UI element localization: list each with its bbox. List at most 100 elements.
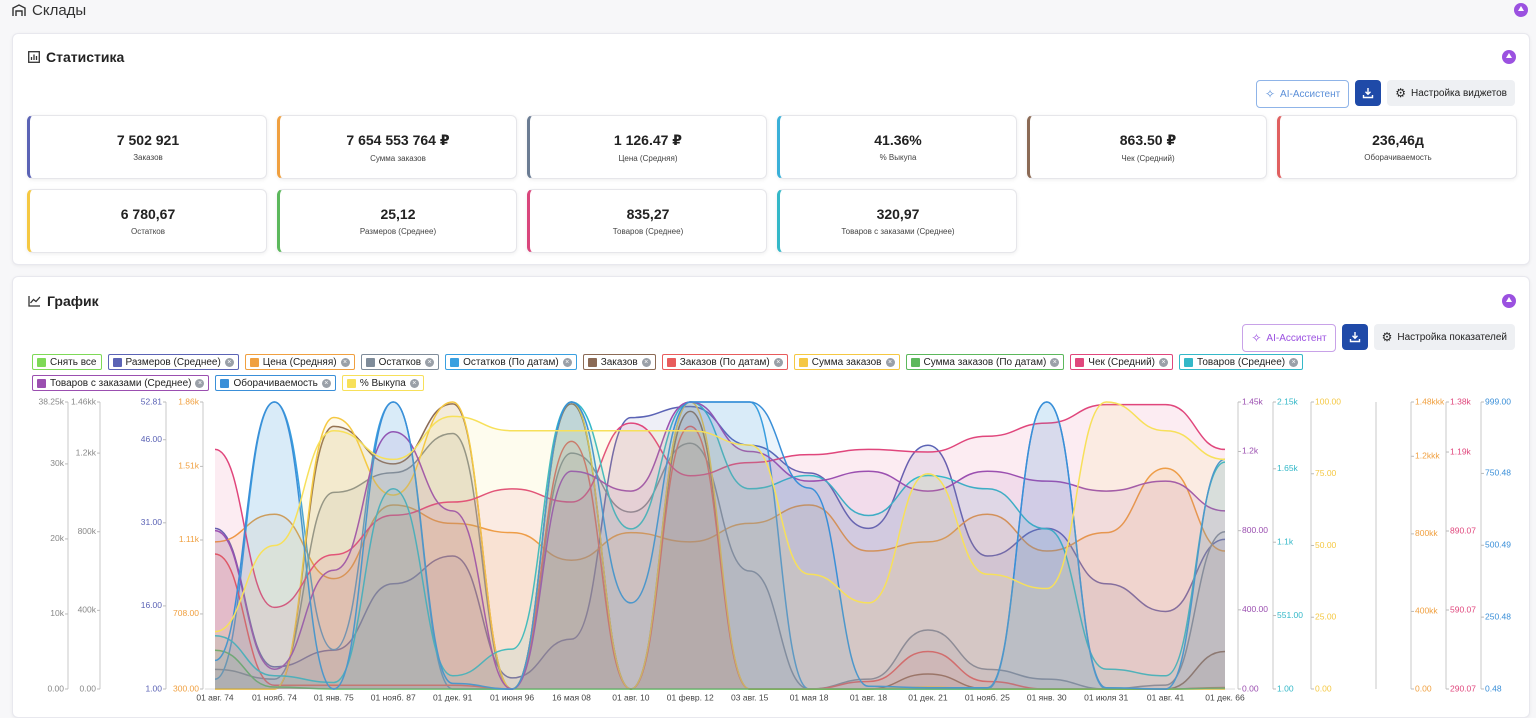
legend-remove[interactable]: ×: [641, 357, 651, 367]
legend-chip[interactable]: Товаров с заказами (Среднее) ×: [32, 375, 210, 391]
legend-label: Остатков (По датам): [463, 356, 559, 368]
legend-label: Размеров (Среднее): [125, 356, 221, 368]
legend-chip[interactable]: Остатков (По датам) ×: [445, 354, 577, 370]
stat-tile: 863.50 ₽ Чек (Средний): [1027, 115, 1267, 179]
stat-label: Остатков: [130, 227, 166, 236]
legend-remove[interactable]: ×: [425, 357, 435, 367]
axis-tick-label: 1.2kk: [76, 447, 97, 457]
legend-remove[interactable]: ×: [773, 357, 783, 367]
clear-all-chip[interactable]: Снять все: [32, 354, 102, 370]
x-tick-label: 01 мая 18: [790, 692, 829, 702]
axis-tick-label: 0.00: [47, 683, 64, 693]
x-tick-label: 01 авг. 18: [850, 692, 888, 702]
stat-value: 835,27: [626, 206, 670, 222]
stat-label: Сумма заказов: [370, 153, 426, 163]
x-tick-label: 01 авг. 41: [1147, 692, 1185, 702]
axis-tick-label: 38.25k: [38, 396, 64, 406]
axis-tick-label: 1.00: [1277, 683, 1294, 693]
collapse-button[interactable]: [1514, 3, 1528, 17]
legend-label: Заказов (По датам): [679, 356, 770, 368]
axis-tick-label: 100.00: [1315, 396, 1341, 406]
axis-tick-label: 250.48: [1485, 611, 1511, 621]
legend-swatch: [666, 357, 676, 367]
axis-tick-label: 300.00: [173, 683, 199, 693]
axis-tick-label: 1.1k: [1277, 536, 1294, 546]
legend-remove[interactable]: ×: [1289, 357, 1299, 367]
x-tick-label: 03 авг. 15: [731, 692, 769, 702]
stat-label: % Выкупа: [879, 153, 917, 162]
legend-chip[interactable]: Заказов ×: [582, 354, 656, 370]
x-tick-label: 01 июня 96: [490, 692, 534, 702]
legend-chip[interactable]: Размеров (Среднее) ×: [107, 354, 239, 370]
legend-swatch: [249, 357, 259, 367]
axis-tick-label: 1.65k: [1277, 463, 1299, 473]
axis-tick-label: 500.49: [1485, 540, 1511, 550]
legend-chip[interactable]: Сумма заказов (По датам) ×: [905, 354, 1065, 370]
x-tick-label: 01 нояб. 25: [965, 692, 1010, 702]
stat-tile: 320,97 Товаров с заказами (Среднее): [777, 189, 1017, 253]
legend-remove[interactable]: ×: [1159, 357, 1168, 367]
legend-remove[interactable]: ×: [1050, 357, 1060, 367]
legend-chip[interactable]: Остатков ×: [360, 354, 440, 370]
ai-button[interactable]: ✧ AI-Ассистент: [1255, 80, 1350, 108]
legend-chip[interactable]: % Выкупа ×: [341, 375, 424, 391]
legend-remove[interactable]: ×: [224, 357, 234, 367]
download-button[interactable]: [1355, 80, 1382, 106]
legend-chip[interactable]: Заказов (По датам) ×: [661, 354, 788, 370]
download-icon: [1363, 88, 1374, 99]
legend-remove[interactable]: ×: [340, 357, 350, 367]
series-area: [215, 468, 1225, 689]
series-line: [214, 467, 1226, 580]
stat-value: 41.36%: [874, 132, 922, 148]
stat-tile: 25,12 Размеров (Среднее): [277, 189, 517, 253]
stats-buttons: ✧ AI-Ассистент ⚙ Настройка виджетов: [1255, 80, 1515, 108]
stat-value: 1 126.47 ₽: [613, 131, 683, 148]
axis-tick-label: 1.51k: [178, 461, 200, 471]
legend-remove[interactable]: ×: [195, 378, 205, 388]
legend-label: Сумма заказов (По датам): [923, 356, 1047, 368]
stats-icon: [28, 51, 40, 63]
legend-remove[interactable]: ×: [562, 357, 572, 367]
legend-swatch: [1184, 357, 1193, 367]
stats-heading: Статистика: [28, 49, 124, 65]
legend-chip[interactable]: Чек (Средний) ×: [1070, 354, 1173, 370]
collapse-button[interactable]: [1502, 294, 1516, 308]
stat-label: Цена (Средняя): [618, 153, 678, 163]
series-line: [214, 432, 1226, 690]
header-title: Склады: [32, 1, 87, 19]
series-area: [215, 402, 1225, 689]
axis-tick-label: 400k: [78, 605, 97, 615]
series-line: [214, 401, 1226, 690]
legend-chip[interactable]: Оборачиваемость ×: [215, 375, 336, 391]
settings-label: Настройка виджетов: [1410, 87, 1507, 99]
legend-chip[interactable]: Сумма заказов ×: [793, 354, 900, 370]
legend-swatch: [220, 378, 230, 388]
axis-tick-label: 590.07: [1450, 604, 1476, 614]
x-tick-label: 16 мая 08: [552, 692, 591, 702]
collapse-button[interactable]: [1502, 50, 1516, 64]
axis-tick-label: 1.2kkk: [1415, 451, 1440, 461]
x-tick-label: 01 дек. 21: [908, 692, 948, 702]
x-tick-label: 01 авг. 10: [612, 692, 650, 702]
legend-remove[interactable]: ×: [321, 378, 331, 388]
axis-tick-label: 1.11k: [179, 534, 200, 544]
series-area: [215, 402, 1225, 689]
axis-tick-label: 0.00: [1315, 683, 1332, 693]
settings-button[interactable]: ⚙ Настройка виджетов: [1387, 80, 1515, 106]
x-tick-label: 01 авг. 74: [196, 692, 234, 702]
axis-tick-label: 25.00: [1315, 612, 1337, 622]
clear-all-label: Снять все: [50, 356, 97, 368]
axis-tick-label: 0.48: [1485, 683, 1502, 693]
legend-chip[interactable]: Товаров (Среднее) ×: [1179, 354, 1304, 370]
download-button[interactable]: [1341, 324, 1368, 350]
axis-tick-label: 50.00: [1315, 540, 1337, 550]
settings-button[interactable]: ⚙ Настройка показателей: [1373, 324, 1515, 350]
x-tick-label: 01 февр. 12: [667, 692, 714, 702]
series-area: [215, 402, 1225, 689]
legend-chip[interactable]: Цена (Средняя) ×: [244, 354, 355, 370]
stat-value: 25,12: [380, 206, 416, 222]
stats-title: Статистика: [46, 49, 125, 65]
legend-remove[interactable]: ×: [885, 357, 895, 367]
legend-remove[interactable]: ×: [409, 378, 419, 388]
ai-button[interactable]: ✧ AI-Ассистент: [1242, 324, 1336, 352]
